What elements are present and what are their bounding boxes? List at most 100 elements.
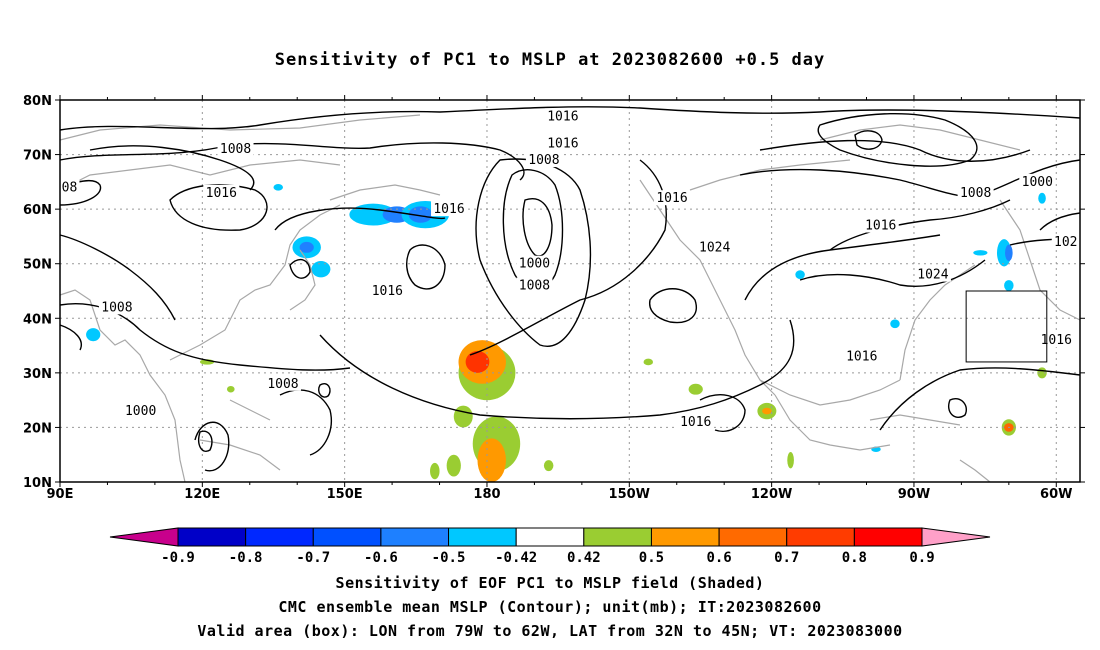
lat-tick-label: 20N	[23, 421, 52, 436]
mslp-contour	[799, 259, 986, 287]
lat-tick-label: 50N	[23, 258, 52, 273]
map-frame	[59, 99, 1081, 483]
colorbar-label: -0.6	[364, 550, 398, 566]
coastline	[59, 289, 186, 483]
lat-tick-label: 80N	[23, 94, 52, 109]
coastline	[169, 204, 341, 361]
caption-line-1: Sensitivity of EOF PC1 to MSLP field (Sh…	[335, 574, 765, 592]
colorbar-label: -0.9	[161, 550, 195, 566]
colorbar-swatch	[786, 527, 855, 547]
colorbar-label: 0.5	[639, 550, 664, 566]
colorbar-swatch	[380, 527, 450, 547]
coastline	[639, 179, 776, 396]
lon-tick-label: 150E	[327, 487, 363, 502]
coastline	[289, 249, 316, 311]
shaded-region	[543, 460, 554, 472]
colorbar-swatch	[853, 527, 923, 547]
coastline	[899, 264, 976, 381]
lon-tick-label: 180	[473, 487, 500, 502]
lon-tick-label: 90W	[898, 487, 930, 502]
lon-tick-label: 120E	[184, 487, 220, 502]
map-title: Sensitivity of PC1 to MSLP at 2023082600…	[274, 50, 826, 70]
mslp-contour	[854, 130, 883, 150]
shaded-region	[795, 270, 805, 279]
coastline	[959, 459, 991, 483]
contour-label: 1016	[1041, 333, 1072, 348]
colorbar-swatch	[583, 527, 652, 547]
contour-label: 1008	[220, 142, 251, 157]
mslp-contour	[1039, 212, 1081, 231]
contour-label: 1000	[125, 404, 156, 419]
mslp-contour	[59, 324, 82, 351]
coastline	[229, 399, 271, 421]
contour-label: 1024	[699, 240, 730, 255]
mslp-contour	[406, 244, 446, 290]
shaded-region	[311, 260, 331, 278]
shaded-region	[688, 383, 703, 395]
mslp-contour	[274, 207, 446, 231]
mslp-contour	[89, 145, 255, 191]
coastline-layer	[59, 114, 1081, 483]
mslp-contour	[502, 169, 564, 290]
contour-label: 1000	[1022, 175, 1053, 190]
shaded-region	[86, 328, 101, 342]
colorbar-label: 0.9	[909, 550, 934, 566]
contour-label: 102	[1054, 235, 1077, 250]
colorbar-label: 0.6	[706, 550, 731, 566]
contour-label: 1008	[267, 377, 298, 392]
contour-label: 1008	[519, 279, 550, 294]
coastline	[199, 439, 281, 471]
mslp-contour	[59, 142, 525, 181]
coastline	[689, 159, 851, 191]
mslp-contour	[948, 398, 967, 418]
colorbar-label: 0.42	[567, 550, 601, 566]
colorbar-swatch	[718, 527, 788, 547]
mslp-contour	[522, 198, 553, 257]
mslp-contour	[829, 199, 1011, 251]
shaded-region	[787, 451, 794, 469]
contour-label: 1024	[917, 268, 948, 283]
mslp-contour	[194, 421, 230, 472]
coastline	[59, 159, 341, 191]
colorbar-label: -0.5	[432, 550, 466, 566]
lon-tick-label: 60W	[1040, 487, 1072, 502]
colorbar-label: 0.7	[774, 550, 799, 566]
shaded-region	[465, 351, 490, 373]
colorbar-swatch	[515, 527, 585, 547]
colorbar-swatch	[245, 527, 314, 547]
colorbar-low-extension	[109, 527, 179, 547]
shaded-region	[430, 462, 440, 480]
contour-label: 1016	[547, 137, 578, 152]
shaded-region	[1038, 192, 1046, 204]
contour-label: 1016	[656, 191, 687, 206]
colorbar-swatch	[177, 527, 247, 547]
lat-tick-label: 10N	[23, 476, 52, 491]
colorbar-label: -0.8	[229, 550, 263, 566]
contour-label: 1016	[372, 284, 403, 299]
mslp-contour	[817, 112, 978, 167]
mslp-contour	[759, 139, 1031, 162]
colorbar-label: -0.42	[495, 550, 537, 566]
shaded-region	[477, 438, 506, 482]
caption-line-2: CMC ensemble mean MSLP (Contour); unit(m…	[278, 598, 822, 616]
contour-label: 1016	[680, 415, 711, 430]
colorbar-label: -0.7	[296, 550, 330, 566]
coastline	[774, 394, 891, 451]
contour-label: 1008	[960, 186, 991, 201]
mslp-contour	[699, 394, 746, 432]
shaded-region	[643, 358, 654, 366]
coastline	[329, 184, 441, 201]
mslp-contour	[879, 367, 1081, 431]
mslp-contour	[59, 234, 176, 321]
colorbar-high-extension	[921, 527, 991, 547]
shaded-region	[890, 319, 900, 329]
valid-area-box	[965, 290, 1048, 363]
contour-label: 1008	[101, 300, 132, 315]
mslp-contour	[475, 158, 592, 347]
shaded-region	[762, 407, 772, 415]
shaded-sensitivity-layer	[86, 184, 1047, 482]
contour-label: 08	[62, 180, 78, 195]
mslp-contour	[318, 383, 331, 398]
lat-tick-label: 40N	[23, 312, 52, 327]
